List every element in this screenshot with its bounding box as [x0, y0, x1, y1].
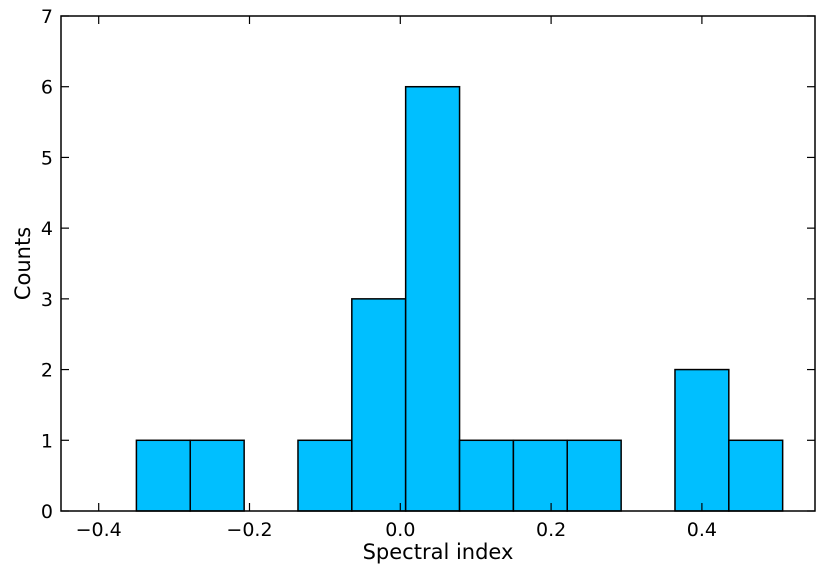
plot-frame: [60, 15, 816, 512]
histogram-bar: [135, 439, 191, 512]
histogram-bar: [297, 439, 353, 512]
histogram-bar: [728, 439, 784, 512]
y-tick-label: 1: [41, 430, 53, 452]
y-tick-label: 2: [41, 360, 53, 382]
y-tick-label: 3: [41, 289, 53, 311]
x-tick-label: 0.4: [687, 519, 717, 541]
y-tick-label: 5: [41, 147, 53, 169]
y-tick-label: 4: [41, 218, 53, 240]
bars-layer: [135, 85, 784, 512]
histogram-bar: [566, 439, 622, 512]
y-axis-label: Counts: [11, 227, 35, 300]
histogram-bar: [351, 298, 407, 512]
x-tick-label: 0.0: [385, 519, 415, 541]
histogram-bar: [189, 439, 245, 512]
y-tick-label: 7: [41, 6, 53, 28]
y-tick-label: 0: [41, 501, 53, 523]
y-tick-label: 6: [41, 77, 53, 99]
histogram-bar: [512, 439, 568, 512]
histogram-bar: [458, 439, 515, 512]
x-axis-label: Spectral index: [363, 540, 514, 564]
histogram-bar: [674, 368, 730, 512]
ticks-layer: −0.4 −0.2 0.0 0.2 0.4 0 1 2 3 4 5 6 7: [41, 6, 815, 541]
histogram-bar: [404, 85, 461, 512]
x-tick-label: −0.4: [76, 519, 122, 541]
x-tick-label: −0.2: [226, 519, 272, 541]
x-tick-label: 0.2: [536, 519, 566, 541]
